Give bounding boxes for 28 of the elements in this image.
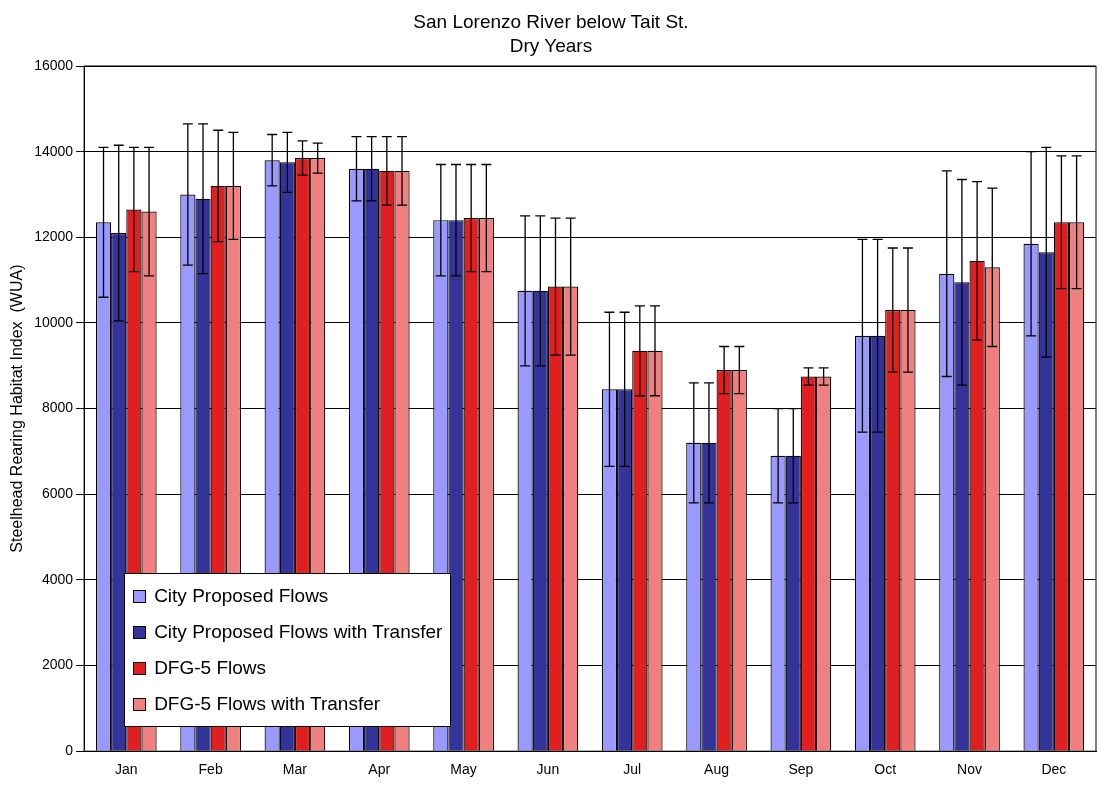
x-tick-label: Jun (536, 761, 560, 778)
legend-label: DFG-5 Flows with Transfer (154, 693, 381, 716)
chart-subtitle: Dry Years (508, 34, 594, 58)
y-tick-label: 4000 (41, 570, 74, 587)
y-tick-label: 2000 (41, 656, 74, 673)
y-tick-label: 0 (65, 742, 74, 759)
x-tick-label: Apr (368, 761, 391, 778)
x-tick-label: May (450, 761, 477, 778)
x-tick-label: Sep (788, 761, 814, 778)
y-tick-label: 12000 (34, 228, 74, 245)
legend-label: City Proposed Flows (154, 585, 329, 608)
y-tick-label: 16000 (34, 56, 74, 73)
x-tick-label: Oct (874, 761, 897, 778)
x-tick-label: Nov (957, 761, 982, 778)
x-tick-label: Jul (623, 761, 642, 778)
legend-label: City Proposed Flows with Transfer (154, 621, 443, 644)
legend-label: DFG-5 Flows (154, 657, 267, 680)
y-axis-title: Steelhead Rearing Habitat Index (WUA) (8, 264, 26, 553)
x-tick-label: Mar (282, 761, 308, 778)
y-tick-label: 10000 (34, 313, 74, 330)
y-tick-label: 14000 (34, 142, 74, 159)
y-tick-label: 8000 (41, 399, 74, 416)
x-tick-label: Aug (704, 761, 730, 778)
x-tick-label: Feb (198, 761, 223, 778)
chart-title: San Lorenzo River below Tait St. (412, 10, 690, 34)
x-tick-label: Dec (1041, 761, 1067, 778)
y-tick-label: 6000 (41, 485, 74, 502)
x-tick-label: Jan (115, 761, 138, 778)
